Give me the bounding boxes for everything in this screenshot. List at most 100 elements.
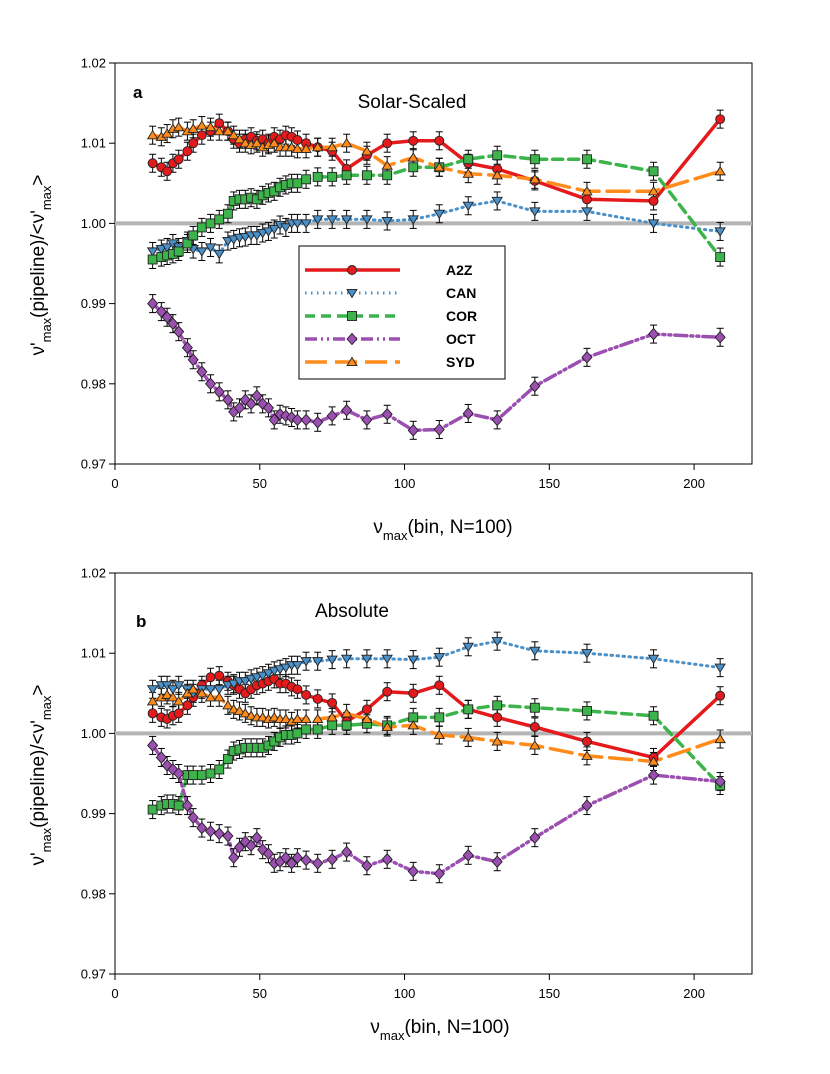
data-point-oct-a [462,407,474,420]
data-point-can-a [326,215,338,225]
data-point-can-b [213,685,225,695]
x-axis-label-sub-a: max [383,528,408,543]
data-point-cor-b [301,724,312,735]
data-point-can-b [291,661,304,671]
data-point-can-b [204,685,217,695]
y-tick-label-a: 1.01 [81,136,106,151]
data-point-can-a [256,228,269,239]
data-point-can-b [251,673,263,683]
data-point-syd-a [326,141,338,152]
data-point-oct-a [433,423,445,436]
data-point-syd-a [251,137,263,148]
data-point-oct-b [714,775,726,788]
data-point-syd-a [462,168,474,178]
data-point-cor-a [492,150,503,161]
data-point-syd-b [187,683,199,694]
data-point-syd-b [213,691,225,702]
data-point-can-b [361,654,373,665]
data-point-syd-b [204,691,217,702]
data-point-cor-b [327,720,338,731]
data-point-cor-b [292,728,303,739]
y-axis-label-p3-b: > [28,684,49,695]
data-point-syd-a [291,143,304,153]
x-axis-label-main-b: ν [370,1017,380,1038]
data-point-oct-b [213,827,225,840]
data-point-oct-b [462,848,474,862]
data-point-oct-b [196,821,208,835]
data-point-can-a [433,209,446,220]
data-point-cor-a [529,154,540,165]
data-point-oct-b [155,751,167,764]
data-point-cor-b [341,720,352,731]
data-point-cor-a [312,171,323,182]
data-point-can-b [172,681,185,691]
data-point-can-a [381,216,393,227]
legend-label-syd: SYD [446,354,475,370]
legend-label-a2z: A2Z [446,262,473,278]
data-point-a2z-b [173,708,184,719]
data-point-oct-b [529,831,541,844]
data-point-syd-b [491,736,503,746]
data-point-syd-b [280,713,292,724]
data-point-syd-b [529,740,541,750]
legend-label-oct: OCT [446,331,476,347]
data-point-oct-a [181,341,193,355]
data-point-oct-b [262,847,275,861]
data-point-can-a [311,215,324,225]
x-tick-label-b: 100 [394,986,416,1001]
data-point-syd-b [647,756,660,766]
y-axis-label-p2-a: (pipeline)/<ν' [28,210,49,318]
data-point-syd-b [381,721,393,732]
data-point-can-b [274,665,286,675]
data-point-cor-a [292,178,303,189]
data-point-syd-b [361,713,373,724]
data-point-can-b [245,674,257,685]
data-point-cor-a [341,170,352,181]
data-point-oct-b [491,855,503,869]
data-point-can-a [161,243,173,253]
data-point-cor-a [205,218,216,229]
data-point-cor-a [188,230,199,241]
data-point-syd-b [256,711,269,722]
data-point-can-a [462,201,474,212]
data-point-a2z-b [214,670,225,681]
data-point-oct-b [291,851,303,865]
data-point-oct-a [222,393,234,407]
data-point-a2z-a [147,158,158,169]
data-point-oct-a [312,415,324,429]
data-point-can-b [491,637,503,647]
panel-label-b: b [136,612,146,631]
data-point-can-a [196,247,208,257]
data-point-a2z-a [188,138,199,149]
data-point-oct-a [167,317,179,330]
data-point-oct-a [491,413,503,427]
chart-title-a: Solar-Scaled [358,92,467,113]
data-point-can-a [146,247,159,257]
data-point-can-b [262,669,275,679]
data-point-a2z-a [434,135,445,146]
data-point-oct-b [286,857,298,870]
x-tick-label-a: 200 [683,476,705,491]
data-point-a2z-b [715,690,726,701]
data-point-syd-b [196,687,208,698]
data-point-oct-b [433,867,445,881]
panel-label-a: a [133,83,143,102]
data-point-cor-a [327,171,338,182]
x-tick-label-a: 50 [253,476,267,491]
legend: A2Z CAN COR OCT SYD [298,245,506,380]
data-point-can-b [581,649,593,659]
data-point-syd-b [291,713,304,724]
data-point-oct-a [187,353,199,367]
y-tick-label-b: 1.00 [81,726,106,741]
data-point-syd-b [714,733,726,744]
data-point-a2z-b [582,736,592,747]
data-point-cor-b [196,770,207,781]
data-point-cor-a [361,170,372,181]
data-point-syd-b [407,720,419,730]
x-axis-label-main-a: ν [373,517,383,538]
data-point-cor-b [529,702,540,713]
data-point-a2z-a [582,194,592,205]
series-layer-b [146,631,726,884]
data-point-cor-a [301,174,312,185]
data-point-syd-a [407,152,419,162]
